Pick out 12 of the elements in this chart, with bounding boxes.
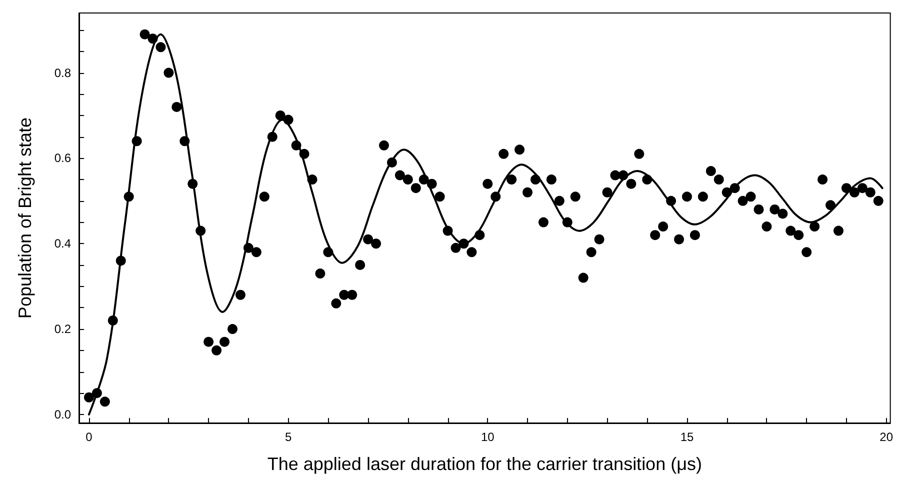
y-tick-label: 0.6 <box>54 151 72 166</box>
x-tick-label: 0 <box>86 430 93 444</box>
y-axis-title: Population of Bright state <box>15 117 35 319</box>
y-tick-label: 0.4 <box>54 236 72 251</box>
y-tick-label: 0.2 <box>54 322 72 336</box>
x-tick-label: 5 <box>284 430 292 444</box>
x-tick-label: 15 <box>680 430 694 444</box>
y-tick-label: 0.8 <box>54 66 72 80</box>
x-tick-label: 10 <box>480 430 495 444</box>
x-tick-label: 20 <box>880 430 894 444</box>
x-axis-title: The applied laser duration for the carrier transition (μs) <box>267 454 702 474</box>
y-tick-label: 0.0 <box>54 407 72 422</box>
